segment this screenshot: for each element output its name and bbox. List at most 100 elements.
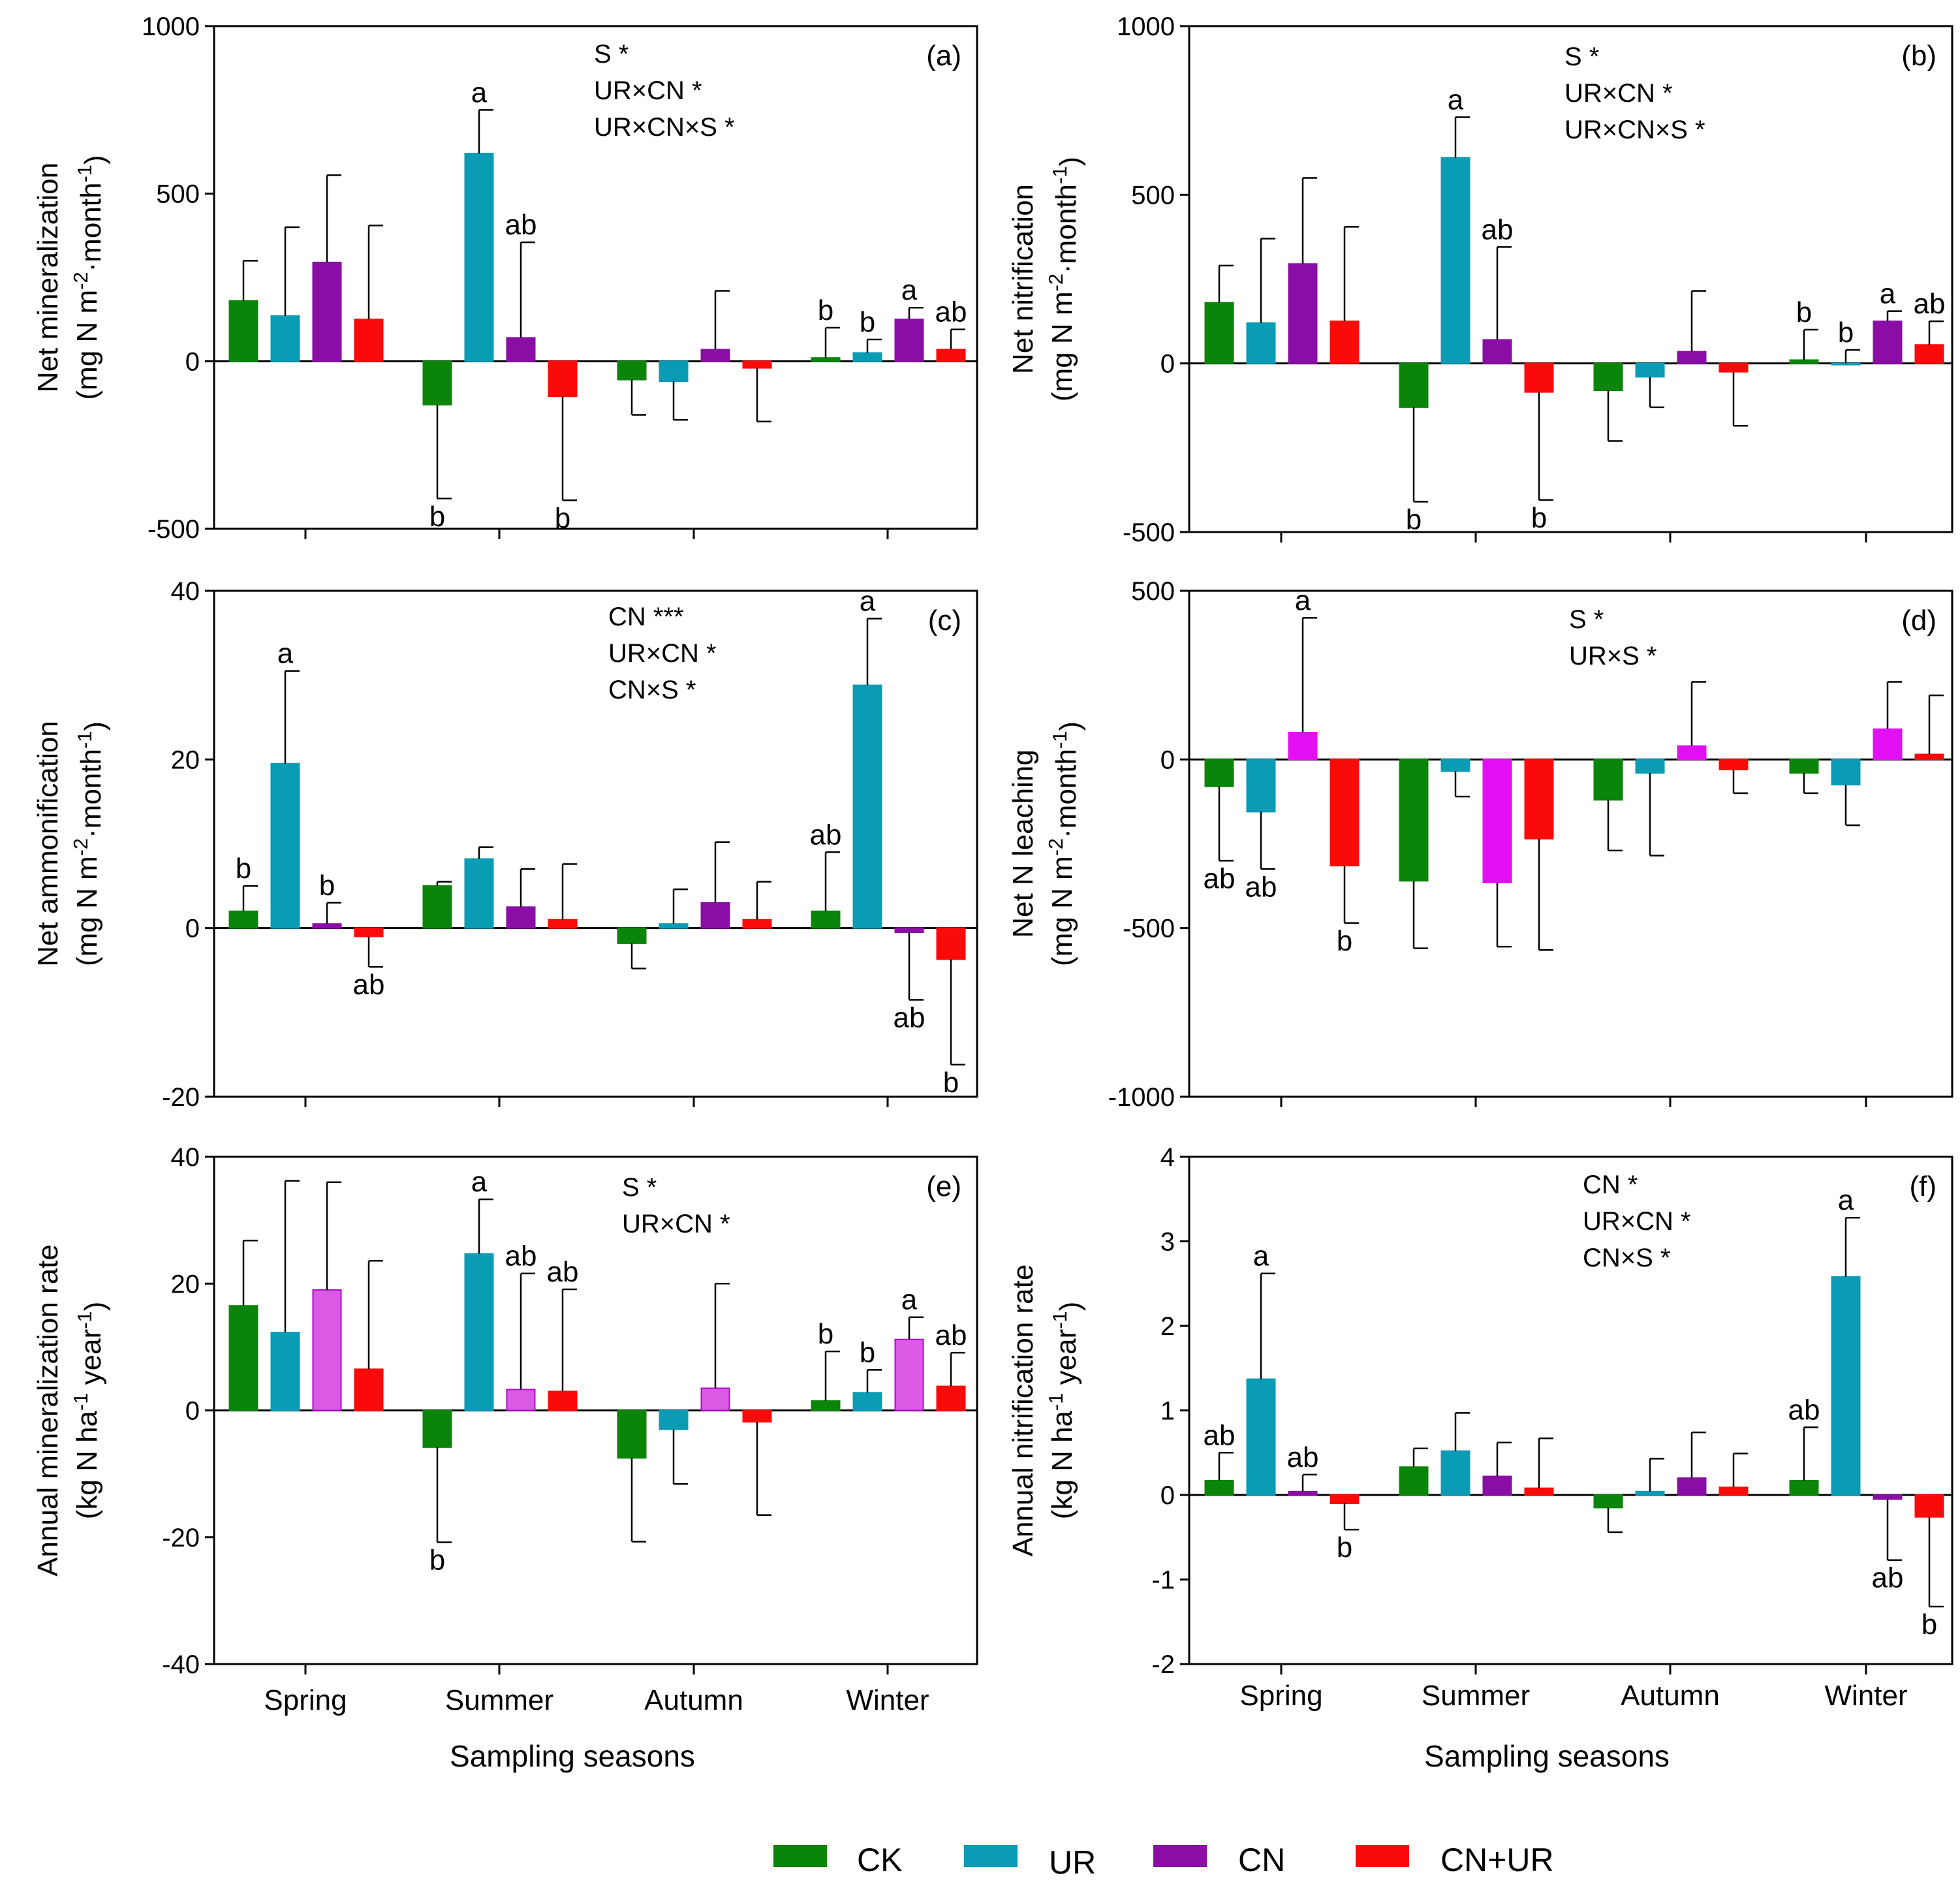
y-tick-label: 500 (156, 180, 200, 209)
stat-annotation: UR×CN * (622, 1210, 730, 1238)
bar-ur-winter (1831, 759, 1861, 786)
bar-ur-summer (464, 1253, 494, 1411)
bar-ur-spring (270, 762, 300, 929)
bar-ck-summer (1399, 362, 1429, 408)
stat-annotation: UR×CN * (1564, 79, 1673, 108)
stat-annotation: S * (1569, 605, 1604, 634)
x-category-label: Autumn (644, 1684, 743, 1716)
y-axis-title: (mg N m-2​·month-1​) (69, 155, 111, 400)
bar-ur-autumn (1635, 362, 1665, 378)
bar-ck-autumn (1593, 362, 1623, 392)
x-axis-title-right: Sampling seasons (1424, 1739, 1670, 1773)
stat-annotation: UR×CN * (608, 639, 717, 668)
bar-cn-ur-summer (548, 1391, 578, 1411)
legend-label-cn-ur: CN+UR (1440, 1842, 1554, 1878)
y-axis-title: Net mineralization (32, 163, 64, 392)
y-axis-title: Annual nitrification rate (1007, 1265, 1039, 1557)
legend: CK UR CN CN+UR (773, 1842, 1554, 1881)
plot-frame (1188, 589, 1953, 1098)
bar-ur-winter (852, 1392, 882, 1411)
panel-f: -2 -1 0 1 2 3 4 Spring Summer Autumn Winter ab ab a a a… (1007, 1143, 1953, 1712)
significance-letter: ab (505, 1240, 537, 1272)
legend-item-ur: UR (964, 1844, 1096, 1881)
y-tick-label: 0 (185, 1397, 200, 1426)
significance-letter: ab (1287, 1441, 1319, 1473)
x-axis-title-left: Sampling seasons (450, 1739, 695, 1773)
y-tick-label: -20 (162, 1083, 200, 1112)
bar-cn-summer (506, 1389, 536, 1411)
bar-cn-winter (894, 319, 924, 362)
y-axis-title: (kg N ha-1​ year-1​) (69, 1302, 111, 1520)
bar-ur-winter (852, 684, 882, 929)
significance-letter: a (1295, 584, 1311, 616)
significance-letter: b (818, 1318, 833, 1350)
bar-ur-spring (1246, 759, 1276, 813)
bar-cn-ur-spring (354, 1368, 384, 1411)
bar-cn-summer (506, 906, 536, 929)
x-category-label: Autumn (1621, 1680, 1720, 1712)
bar-cn-ur-autumn (742, 1409, 772, 1422)
significance-letter: b (860, 306, 875, 338)
plot-frame (213, 25, 978, 530)
y-tick-label: -20 (162, 1524, 200, 1552)
bar-ck-spring (228, 300, 258, 362)
bar-ck-winter (1789, 759, 1819, 774)
legend-swatch-ck (773, 1845, 827, 1867)
significance-letter: ab (1245, 871, 1277, 903)
y-axis-title: Net nitrification (1007, 184, 1039, 374)
bar-cn-autumn (700, 1387, 730, 1411)
y-axis-title: Annual mineralization rate (32, 1244, 64, 1577)
y-tick-label: -500 (148, 515, 200, 544)
significance-letter: a (860, 586, 876, 618)
panel-tag: (a) (926, 40, 961, 72)
stat-annotation: UR×CN * (1583, 1207, 1691, 1236)
stat-annotation: CN *** (608, 603, 684, 631)
significance-letter: b (1796, 296, 1812, 328)
x-category-label: Summer (1422, 1680, 1530, 1712)
bar-cn-spring (1288, 263, 1318, 364)
significance-letter: b (860, 1336, 875, 1368)
bar-cn-summer (506, 337, 536, 362)
bar-cn-autumn (700, 902, 730, 929)
y-tick-label: 1000 (142, 12, 200, 41)
bar-cn-ur-spring (354, 927, 384, 937)
significance-letter: a (471, 1166, 488, 1198)
significance-letter: b (1406, 504, 1422, 536)
bar-cn-autumn (1677, 351, 1707, 364)
significance-letter: a (1448, 84, 1464, 116)
y-tick-label: 0 (185, 915, 200, 943)
plot-frame (1188, 25, 1953, 533)
bar-cn-spring (312, 261, 342, 362)
bar-ck-winter (1789, 1479, 1819, 1496)
legend-label-cn: CN (1238, 1842, 1285, 1878)
stat-annotation: CN×S * (1583, 1244, 1671, 1272)
x-category-label: Spring (264, 1684, 347, 1716)
significance-letter: ab (505, 209, 537, 241)
stat-annotation: CN * (1583, 1171, 1638, 1199)
significance-letter: ab (1914, 288, 1946, 320)
stat-annotation: S * (594, 40, 629, 69)
panel-tag: (e) (926, 1171, 961, 1202)
bar-ck-spring (1204, 759, 1234, 787)
y-tick-label: 0 (1160, 1481, 1175, 1510)
x-category-label: Summer (445, 1684, 553, 1716)
significance-letter: ab (935, 1319, 967, 1351)
bar-cn-summer (1482, 339, 1512, 364)
significance-letter: b (1531, 502, 1547, 534)
significance-letter: ab (1482, 213, 1514, 245)
x-category-label: Winter (1824, 1680, 1907, 1712)
y-tick-label: 1 (1160, 1397, 1175, 1426)
bar-cn-ur-autumn (742, 360, 772, 369)
plot-frame (213, 589, 978, 1098)
bar-cn-autumn (1677, 1477, 1707, 1496)
y-tick-label: 500 (1131, 181, 1175, 210)
bar-cn-spring (312, 923, 342, 929)
legend-item-cn: CN (1153, 1842, 1285, 1878)
bar-cn-winter (894, 927, 924, 934)
y-tick-label: 1000 (1117, 12, 1175, 41)
y-tick-label: -40 (162, 1650, 200, 1679)
